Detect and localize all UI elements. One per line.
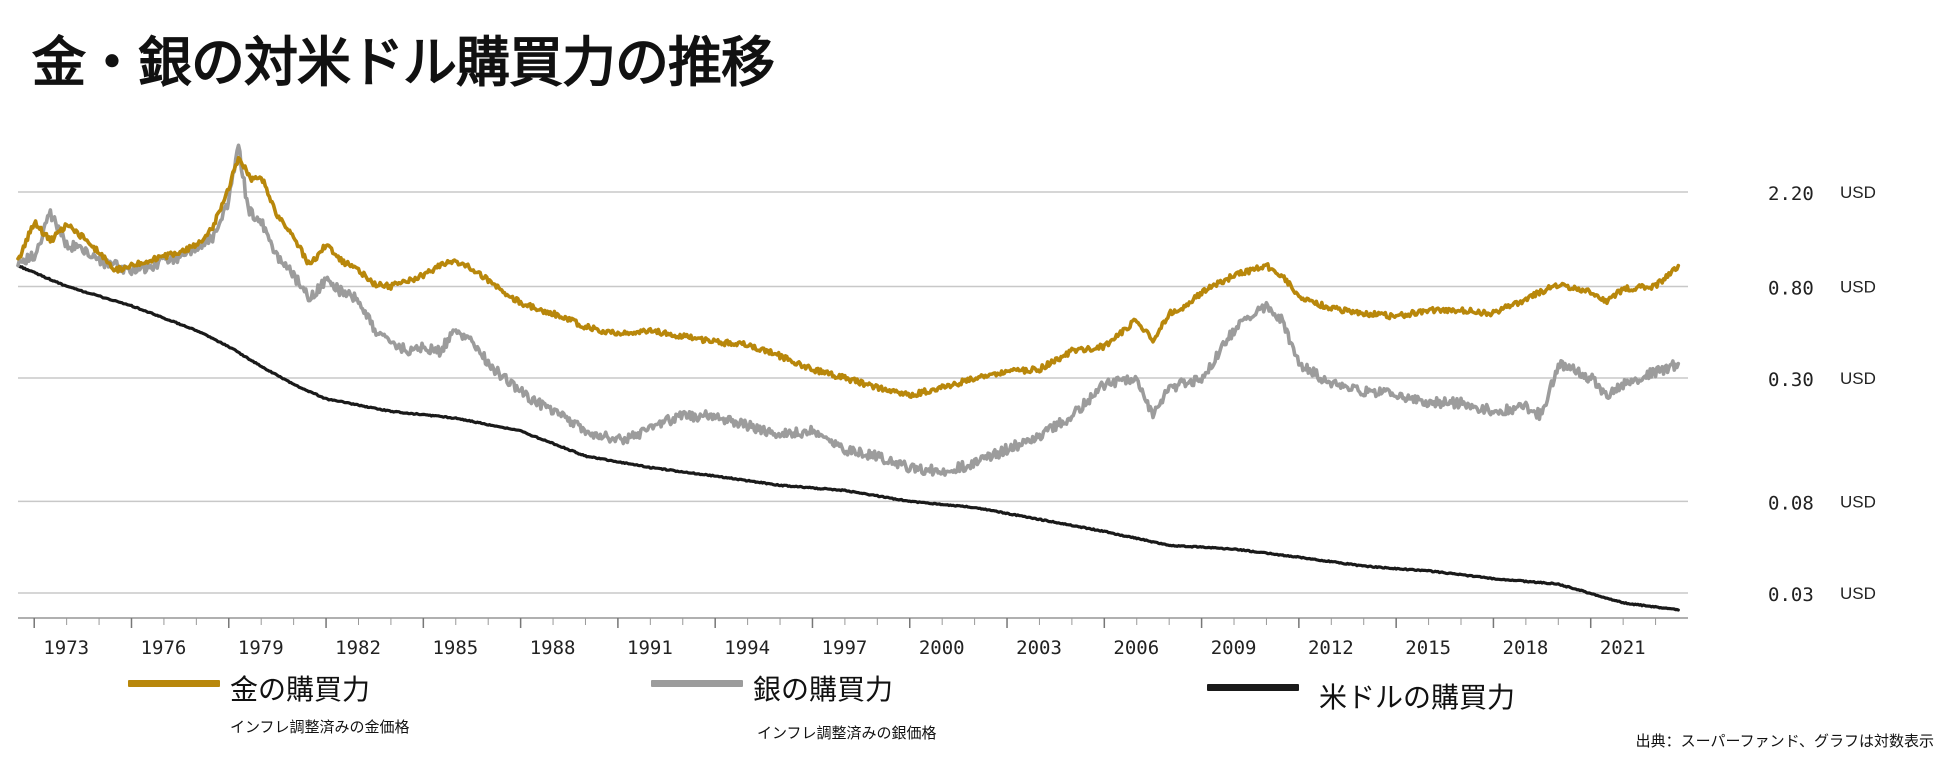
y-tick-label-4: 0.03	[1768, 584, 1814, 606]
y-tick-unit-1: USD	[1840, 277, 1876, 296]
x-tick-label-2003: 2003	[1016, 637, 1062, 659]
series-line-silver	[16, 143, 1681, 477]
chart-title: 金・銀の対米ドル購買力の推移	[32, 31, 775, 94]
x-tick-label-2012: 2012	[1308, 637, 1354, 659]
x-tick-label-1985: 1985	[432, 637, 478, 659]
series-line-usd	[16, 263, 1680, 612]
legend-gold-subtitle: インフレ調整済みの金価格	[230, 718, 410, 736]
y-tick-unit-4: USD	[1840, 584, 1876, 603]
x-tick-label-1994: 1994	[724, 637, 770, 659]
x-tick-label-2015: 2015	[1405, 637, 1451, 659]
x-tick-label-1973: 1973	[43, 637, 89, 659]
legend-gold-swatch	[128, 680, 220, 687]
x-tick-label-1976: 1976	[141, 637, 187, 659]
x-tick-label-2021: 2021	[1600, 637, 1646, 659]
legend-usd-swatch	[1207, 684, 1299, 691]
legend-silver-subtitle: インフレ調整済みの銀価格	[757, 724, 937, 742]
x-tick-label-1982: 1982	[335, 637, 381, 659]
x-tick-label-1988: 1988	[530, 637, 576, 659]
x-tick-label-2006: 2006	[1113, 637, 1159, 659]
legend-silver-label: 銀の購買力	[753, 673, 894, 706]
y-tick-unit-3: USD	[1840, 492, 1876, 511]
y-tick-label-1: 0.80	[1768, 277, 1814, 299]
source-note: 出典：スーパーファンド、グラフは対数表示	[1635, 732, 1934, 750]
legend-usd-label: 米ドルの購買力	[1319, 681, 1516, 714]
x-tick-label-1979: 1979	[238, 637, 284, 659]
y-tick-unit-0: USD	[1840, 183, 1876, 202]
y-tick-label-0: 2.20	[1768, 183, 1814, 205]
y-tick-label-3: 0.08	[1768, 492, 1814, 514]
x-tick-label-1997: 1997	[822, 637, 868, 659]
legend-gold-label: 金の購買力	[230, 673, 371, 706]
x-tick-label-1991: 1991	[627, 637, 673, 659]
y-tick-unit-2: USD	[1840, 369, 1876, 388]
x-tick-label-2009: 2009	[1211, 637, 1257, 659]
x-tick-label-2000: 2000	[919, 637, 965, 659]
x-tick-label-2018: 2018	[1503, 637, 1549, 659]
legend-silver-swatch	[651, 680, 743, 687]
series-line-gold	[16, 155, 1681, 399]
y-tick-label-2: 0.30	[1768, 369, 1814, 391]
